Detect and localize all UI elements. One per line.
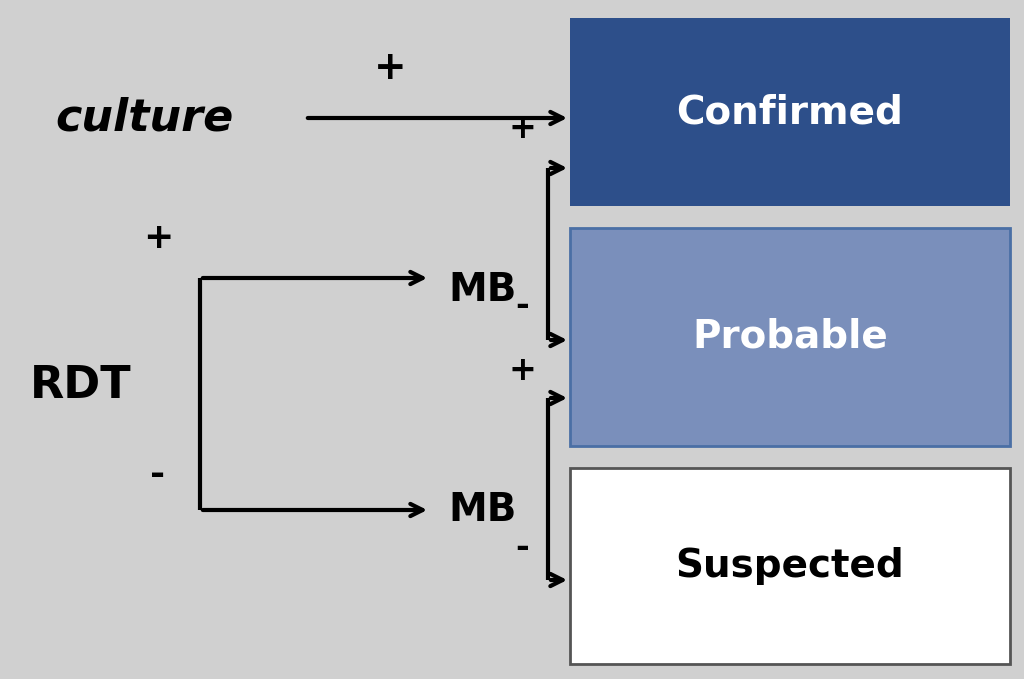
Text: RDT: RDT	[30, 363, 132, 407]
Text: +: +	[508, 354, 536, 386]
Text: -: -	[515, 289, 528, 321]
FancyBboxPatch shape	[570, 18, 1010, 206]
FancyBboxPatch shape	[570, 228, 1010, 446]
Text: MB: MB	[449, 271, 516, 309]
Text: -: -	[151, 458, 166, 492]
Text: +: +	[508, 111, 536, 145]
Text: MB: MB	[449, 491, 516, 529]
Text: +: +	[374, 49, 407, 87]
Text: Probable: Probable	[692, 318, 888, 356]
Text: -: -	[515, 532, 528, 564]
Text: +: +	[142, 221, 173, 255]
FancyBboxPatch shape	[570, 468, 1010, 664]
Text: culture: culture	[55, 96, 233, 139]
Text: Suspected: Suspected	[676, 547, 904, 585]
Text: Confirmed: Confirmed	[677, 93, 903, 131]
